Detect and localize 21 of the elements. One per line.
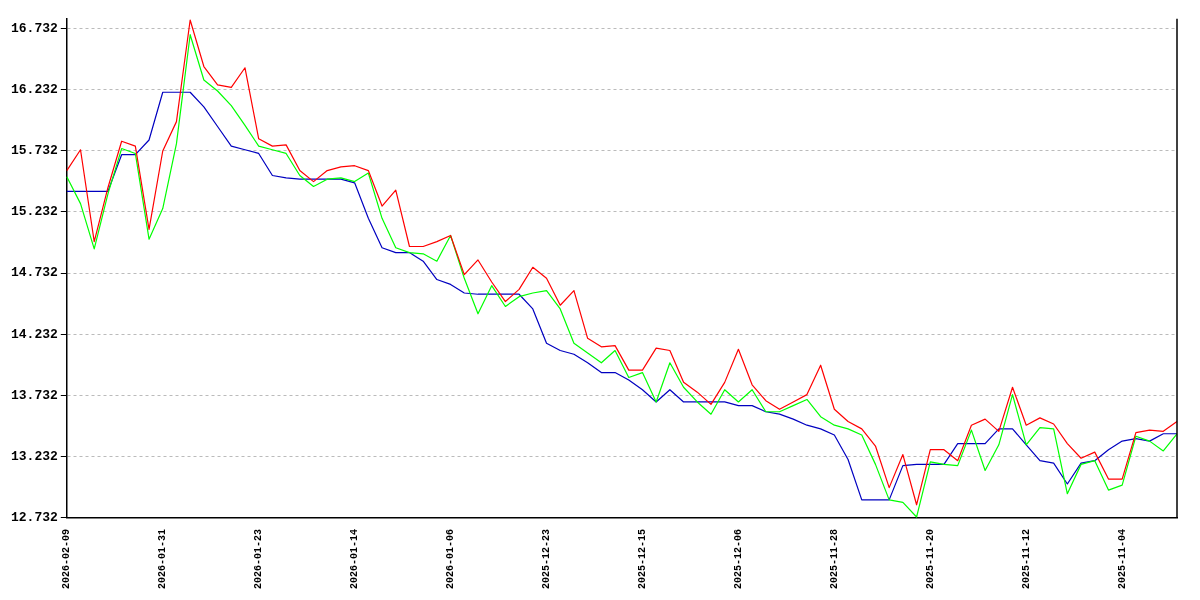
y-tick-label: 14.732 [11,265,58,281]
y-tick-label: 15.232 [11,204,58,220]
y-tick-label: 16.232 [11,81,58,97]
x-tick-label: 2025-11-04 [1116,528,1128,590]
x-tick-label: 2025-12-23 [541,528,553,590]
y-tick-label: 13.732 [11,387,58,403]
x-tick-label: 2026-01-31 [157,528,169,590]
x-tick-label: 2026-01-23 [253,528,265,590]
y-tick-label: 12.732 [11,510,58,526]
y-tick-label: 16.732 [11,20,58,36]
x-tick-label: 2025-12-06 [732,528,744,590]
x-tick-label: 2025-11-12 [1020,528,1032,590]
y-tick-label: 15.732 [11,143,58,159]
x-tick-label: 2026-01-14 [349,528,361,590]
y-tick-label: 13.232 [11,449,58,465]
x-tick-label: 2026-01-06 [445,528,457,590]
x-tick-label: 2025-11-28 [828,528,840,590]
y-tick-label: 14.232 [11,326,58,342]
x-tick-label: 2025-12-15 [636,528,648,590]
x-tick-label: 2025-11-20 [924,528,936,590]
x-tick-label: 2026-02-09 [61,528,73,590]
